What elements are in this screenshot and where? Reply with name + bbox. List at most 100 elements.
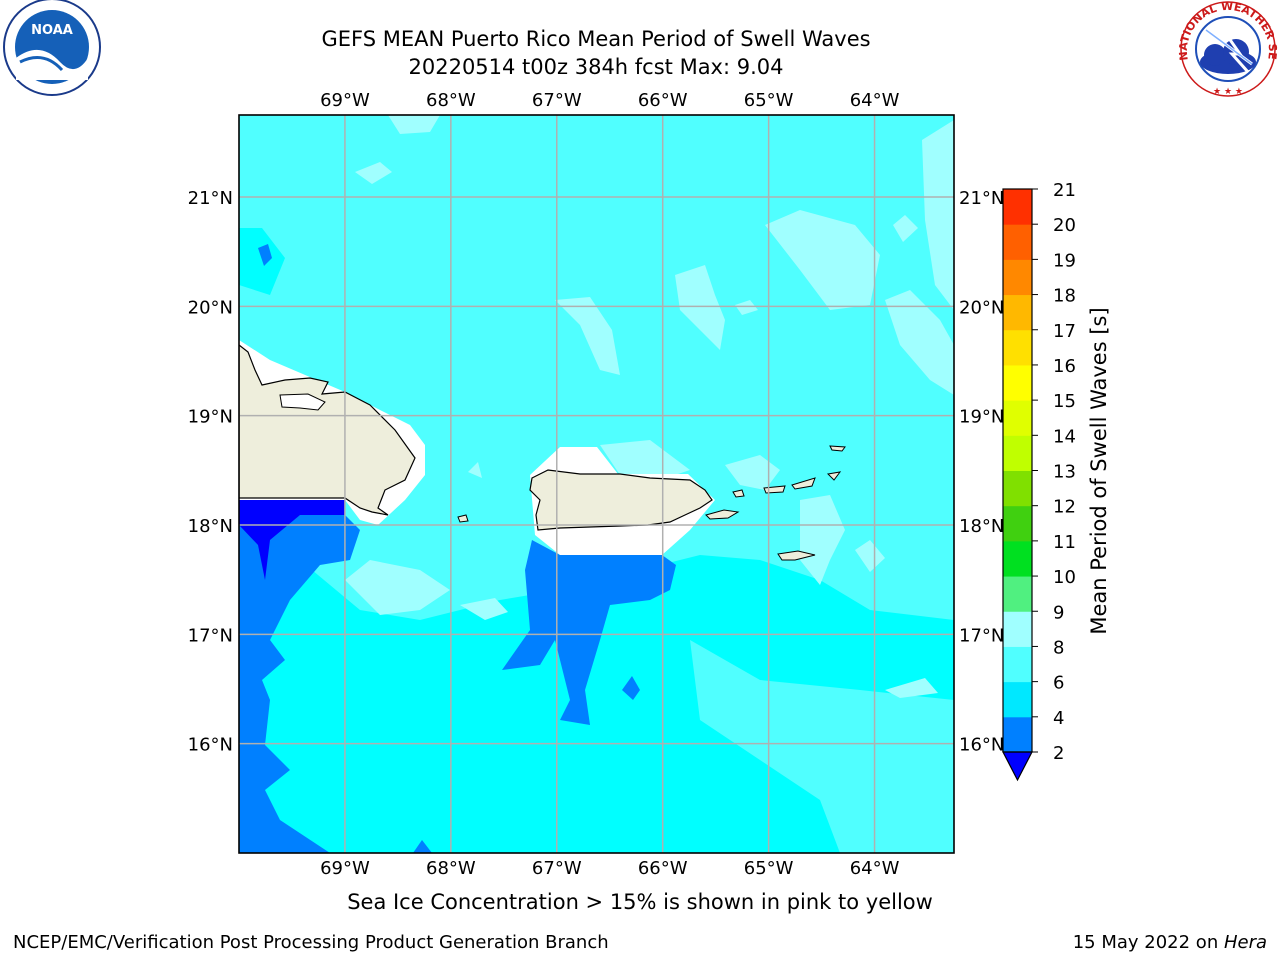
colorbar-swatch: [1003, 611, 1032, 647]
colorbar-swatch: [1003, 294, 1032, 331]
footer-date: 15 May 2022 on Hera: [1073, 932, 1267, 953]
latitude-label: 18°N: [188, 516, 233, 537]
swell-2-4-patch: [622, 676, 640, 700]
latitude-label: 19°N: [188, 407, 233, 428]
colorbar-tick-label: 20: [1053, 215, 1076, 236]
colorbar-swatch: [1003, 646, 1032, 683]
colorbar-tick-label: 9: [1053, 602, 1064, 623]
colorbar-tick-label: 19: [1053, 250, 1076, 271]
longitude-label: 69°W: [320, 90, 370, 111]
nws-logo-text: NATIONAL WEATHER SERVICE: [0, 0, 1279, 61]
colorbar-tick-label: 15: [1053, 391, 1076, 412]
colorbar-tick-label: 13: [1053, 462, 1076, 483]
colorbar-swatch: [1003, 540, 1032, 577]
latitude-label: 19°N: [959, 407, 1004, 428]
longitude-label: 69°W: [320, 858, 370, 879]
footer-date-text: 15 May 2022 on: [1072, 932, 1224, 953]
colorbar-swatch: [1003, 681, 1032, 718]
colorbar-swatch: [1003, 224, 1032, 260]
swell-8-9-patch: [468, 462, 482, 478]
island-st-croix: [777, 550, 816, 561]
swell-8-9-patch: [735, 300, 758, 315]
hispaniola-land: [239, 344, 416, 516]
colorbar-swatch: [1003, 259, 1032, 296]
colorbar-swatch: [1003, 400, 1032, 436]
colorbar-tick-label: 4: [1053, 708, 1064, 729]
noaa-logo-text: NOAA: [31, 23, 73, 38]
swell-8-9-patch: [460, 598, 508, 620]
colorbar-label: Mean Period of Swell Waves [s]: [1087, 307, 1111, 634]
colorbar-tick-label: 10: [1053, 567, 1076, 588]
colorbar-swatch: [1003, 716, 1032, 753]
latitude-label: 16°N: [188, 735, 233, 756]
longitude-label: 65°W: [744, 858, 794, 879]
nws-logo: NATIONAL WEATHER SERVICE ★ ★ ★: [0, 0, 1279, 97]
colorbar-tick-label: 2: [1053, 743, 1064, 764]
swell-4-6-patch: [239, 228, 285, 295]
swell-2-4-region-west: [239, 515, 360, 853]
swell-8-9-patch: [600, 440, 690, 480]
swell-8-9-patch: [922, 120, 954, 310]
island-vieques: [705, 509, 740, 520]
longitude-label: 68°W: [426, 858, 476, 879]
colorbar-swatch: [1003, 470, 1032, 507]
colorbar-swatch: [1003, 329, 1032, 366]
swell-8-9-patch: [725, 455, 780, 490]
latitude-label: 18°N: [959, 516, 1004, 537]
colorbar-tick-label: 11: [1053, 532, 1076, 553]
latitude-label: 21°N: [959, 188, 1004, 209]
swell-8-9-patch: [893, 215, 918, 242]
swell-2-4-region-mona: [502, 540, 676, 725]
swell-2-4-patch: [413, 840, 432, 853]
colorbar-tick-label: 17: [1053, 321, 1076, 342]
longitude-label: 68°W: [426, 90, 476, 111]
colorbar-swatch: [1003, 189, 1032, 225]
latitude-label: 21°N: [188, 188, 233, 209]
swell-2-4-patch: [258, 244, 272, 266]
footer-branch: NCEP/EMC/Verification Post Processing Pr…: [13, 932, 609, 953]
latitude-label: 20°N: [188, 297, 233, 318]
longitude-label: 64°W: [850, 90, 900, 111]
swell-under-2-region: [239, 500, 345, 580]
colorbar-tick-label: 6: [1053, 673, 1064, 694]
colorbar-swatch: [1003, 364, 1032, 401]
island-culebra: [732, 489, 745, 498]
longitude-label: 64°W: [850, 858, 900, 879]
swell-8-9-patch: [885, 290, 954, 395]
map-title: GEFS MEAN Puerto Rico Mean Period of Swe…: [321, 27, 871, 51]
swell-8-9-patch: [345, 560, 450, 615]
colorbar-swatch: [1003, 435, 1032, 471]
colorbar: 2 4 6 8 9 10 11 12 13 14 15 16 17 18 19 20 21: [1002, 180, 1076, 782]
map-subtitle: 20220514 t00z 384h fcst Max: 9.04: [408, 55, 784, 79]
sea-ice-note: Sea Ice Concentration > 15% is shown in …: [347, 890, 933, 914]
nws-stars: ★ ★ ★: [1213, 87, 1243, 97]
longitude-label: 67°W: [532, 90, 582, 111]
noaa-logo: NOAA: [3, 0, 101, 96]
graticule: [239, 115, 954, 853]
latitude-label: 17°N: [188, 625, 233, 646]
hispaniola-bay: [279, 393, 326, 411]
swell-4-6-patch: [728, 618, 746, 645]
swell-6-8-region-south: [690, 640, 954, 853]
colorbar-tick-label: 16: [1053, 356, 1076, 377]
longitude-label: 66°W: [638, 90, 688, 111]
island-anegada: [829, 445, 846, 452]
swell-8-9-patch: [765, 210, 880, 310]
island-tortola: [791, 477, 816, 490]
map-frame: [238, 114, 955, 854]
swell-6-8-region: [239, 115, 954, 620]
colorbar-tick-label: 8: [1053, 637, 1064, 658]
longitude-label: 67°W: [532, 858, 582, 879]
map-area: [239, 115, 954, 853]
latitude-label: 17°N: [959, 625, 1004, 646]
colorbar-tick-label: 14: [1053, 426, 1076, 447]
swell-8-9-patch: [555, 297, 620, 375]
latitude-label: 20°N: [959, 297, 1004, 318]
colorbar-swatch: [1003, 505, 1032, 542]
swell-8-9-patch: [355, 162, 392, 184]
longitude-label: 65°W: [744, 90, 794, 111]
swell-8-9-patch: [855, 540, 885, 572]
colorbar-swatch: [1003, 576, 1032, 612]
swell-8-9-patch: [388, 115, 440, 134]
